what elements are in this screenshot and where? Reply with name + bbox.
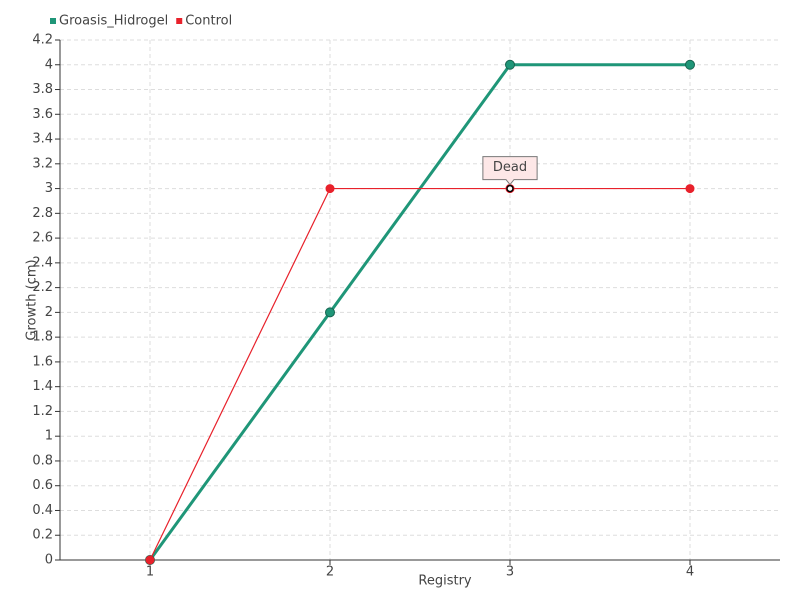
y-tick-label: 0 (45, 553, 53, 568)
y-tick-label: 0.8 (32, 453, 53, 468)
annotation-point (506, 184, 514, 193)
y-tick-label: 2.8 (32, 206, 53, 221)
annotation-label: Dead (493, 160, 527, 175)
annotation-box (482, 156, 538, 186)
y-tick-label: 1.2 (32, 404, 53, 419)
legend-label: Groasis_Hidrogel (59, 14, 168, 29)
data-point (685, 184, 695, 194)
x-tick-label: 1 (146, 565, 154, 580)
y-tick-label: 1.8 (32, 330, 53, 345)
y-axis-label: Growth (cm) (25, 259, 40, 340)
y-tick-label: 3.4 (32, 132, 53, 147)
data-point (325, 184, 335, 194)
y-tick-label: 0.2 (32, 528, 53, 543)
y-tick-label: 2 (45, 305, 53, 320)
data-point (685, 59, 695, 70)
y-tick-label: 1.4 (32, 379, 53, 394)
y-tick-label: 2.6 (32, 231, 53, 246)
y-tick-label: 4 (45, 57, 53, 72)
y-tick-label: 0.6 (32, 478, 53, 493)
legend-swatch (50, 18, 56, 24)
y-tick-label: 1.6 (32, 354, 53, 369)
series-line (149, 187, 690, 561)
data-point (325, 307, 335, 318)
y-tick-label: 4.2 (32, 33, 53, 48)
y-tick-label: 3.2 (32, 156, 53, 171)
data-point (505, 59, 515, 70)
data-point (145, 555, 155, 565)
y-tick-label: 3 (45, 181, 53, 196)
x-tick-label: 3 (506, 565, 514, 580)
x-tick-label: 4 (686, 565, 694, 580)
x-tick-label: 2 (326, 565, 334, 580)
y-tick-label: 2.2 (32, 280, 53, 295)
y-tick-label: 3.6 (32, 107, 53, 122)
legend-label: Control (185, 14, 232, 29)
legend-swatch (176, 18, 183, 24)
y-tick-label: 2.4 (32, 255, 53, 270)
x-axis-label: Registry (418, 574, 472, 589)
y-tick-label: 0.4 (32, 503, 53, 518)
y-tick-label: 3.8 (32, 82, 53, 97)
y-tick-label: 1 (45, 429, 53, 444)
